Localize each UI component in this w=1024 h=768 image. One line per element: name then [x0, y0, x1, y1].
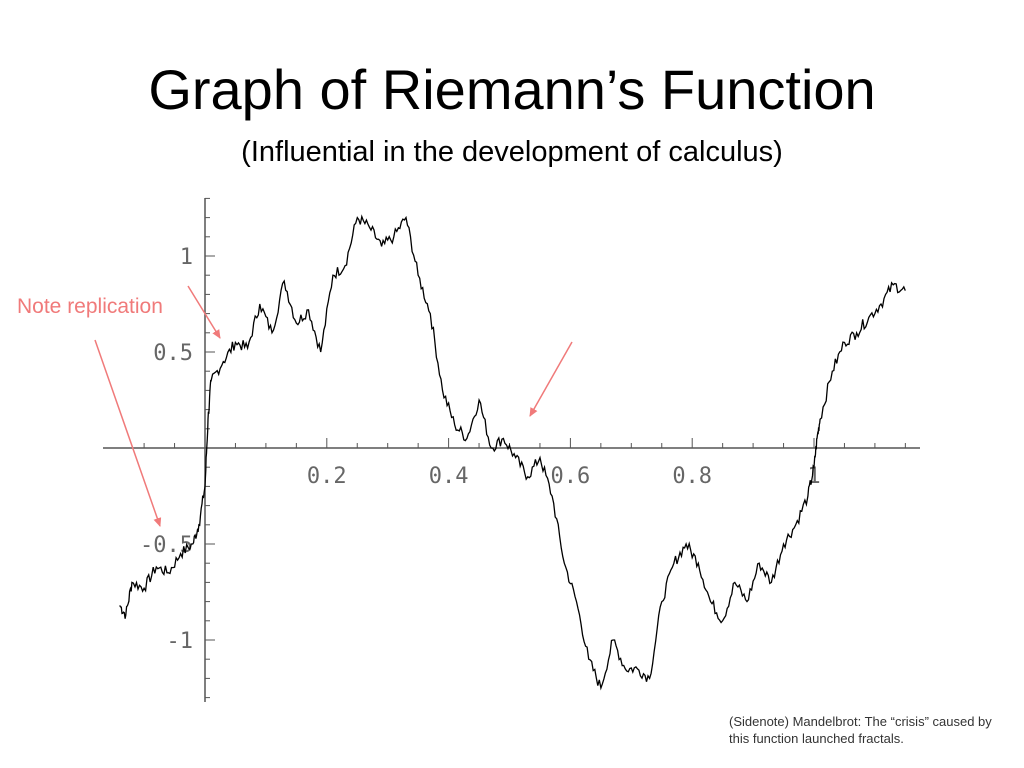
function-curve — [119, 214, 906, 691]
slide-subtitle: (Influential in the development of calcu… — [241, 136, 783, 168]
x-tick-label: 0.6 — [551, 464, 591, 489]
sidenote-text: (Sidenote) Mandelbrot: The “crisis” caus… — [729, 714, 992, 746]
slide-title: Graph of Riemann’s Function — [148, 58, 876, 121]
y-tick-label: -1 — [167, 629, 194, 654]
y-tick-label: 0.5 — [153, 341, 193, 366]
arrow-to-origin — [187, 285, 221, 339]
x-tick-label: 0.8 — [672, 464, 712, 489]
x-tick-label: 0.2 — [307, 464, 347, 489]
x-tick-label: 0.4 — [429, 464, 469, 489]
arrow-to-middle — [529, 341, 573, 417]
y-tick-label: -0.5 — [140, 533, 193, 558]
arrow-to-left — [94, 339, 162, 527]
note-replication-label: Note replication — [17, 295, 163, 318]
y-tick-label: 1 — [180, 245, 193, 270]
